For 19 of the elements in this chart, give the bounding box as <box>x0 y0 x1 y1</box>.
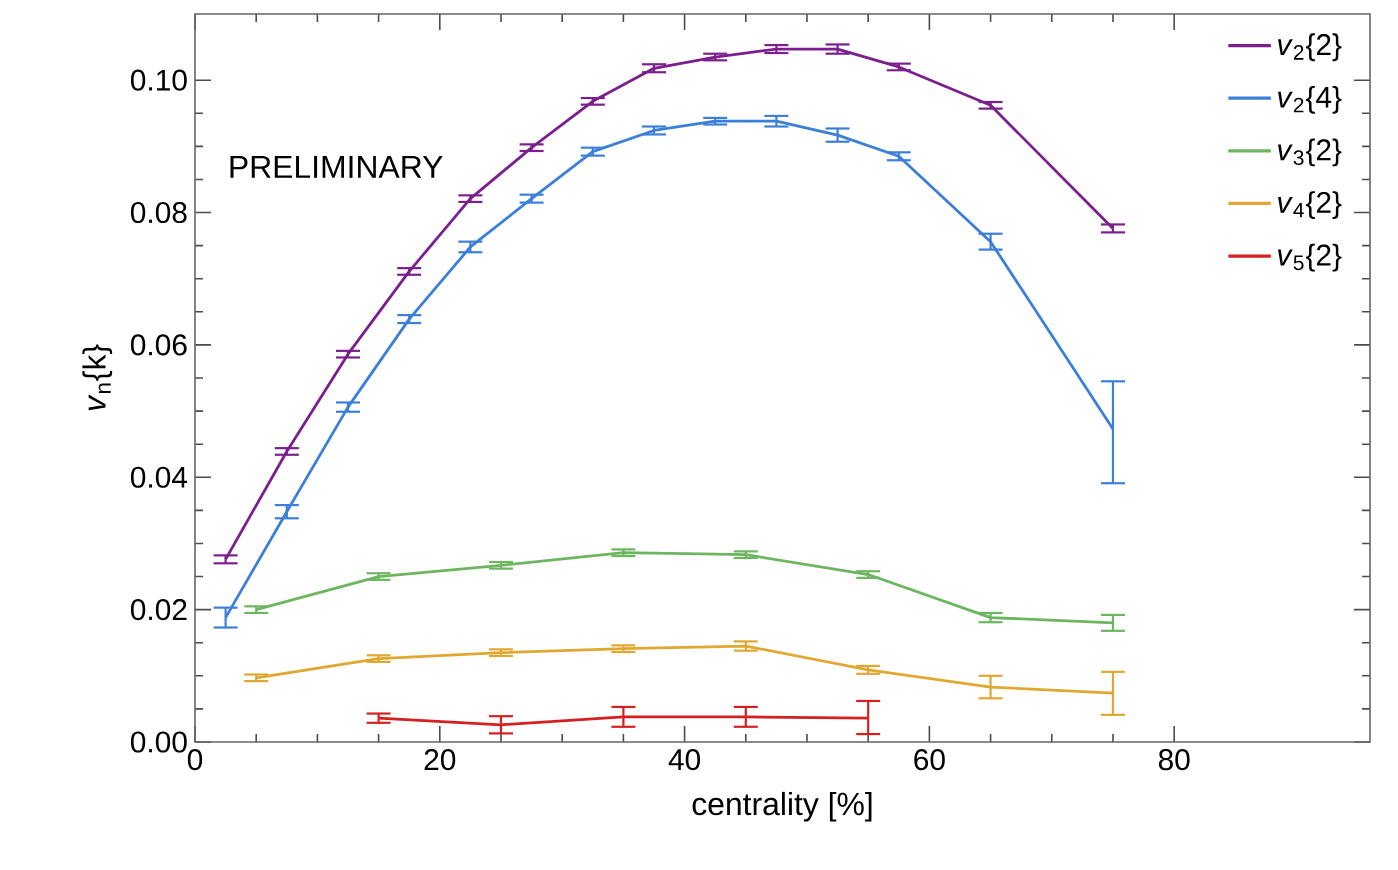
y-tick-label: 0.08 <box>130 201 187 224</box>
y-axis-title: v$_{n}${k} <box>82 344 113 411</box>
y-tick-label: 0.04 <box>130 466 188 488</box>
legend-label: v$_{5}${2} <box>1278 243 1342 272</box>
annotation: PRELIMINARY <box>230 155 443 178</box>
x-tick-label: 80 <box>1158 749 1190 771</box>
y-tick-label: 0.06 <box>130 334 187 356</box>
x-tick-label: 60 <box>914 749 945 771</box>
y-tick-label: 0.02 <box>130 599 187 621</box>
legend-label: v$_{2}${4} <box>1278 85 1342 114</box>
x-tick-label: 40 <box>668 749 701 771</box>
legend-label: v$_{4}${2} <box>1278 191 1342 219</box>
legend-label: v$_{3}${2} <box>1278 138 1342 167</box>
x-tick-label: 20 <box>424 749 456 771</box>
y-tick-label: 0.00 <box>130 731 187 753</box>
y-tick-label: 0.10 <box>130 69 187 91</box>
legend-label: v$_{2}${2} <box>1278 33 1342 62</box>
x-tick-label: 0 <box>187 749 203 771</box>
x-axis-title: centrality [%] <box>692 791 872 822</box>
